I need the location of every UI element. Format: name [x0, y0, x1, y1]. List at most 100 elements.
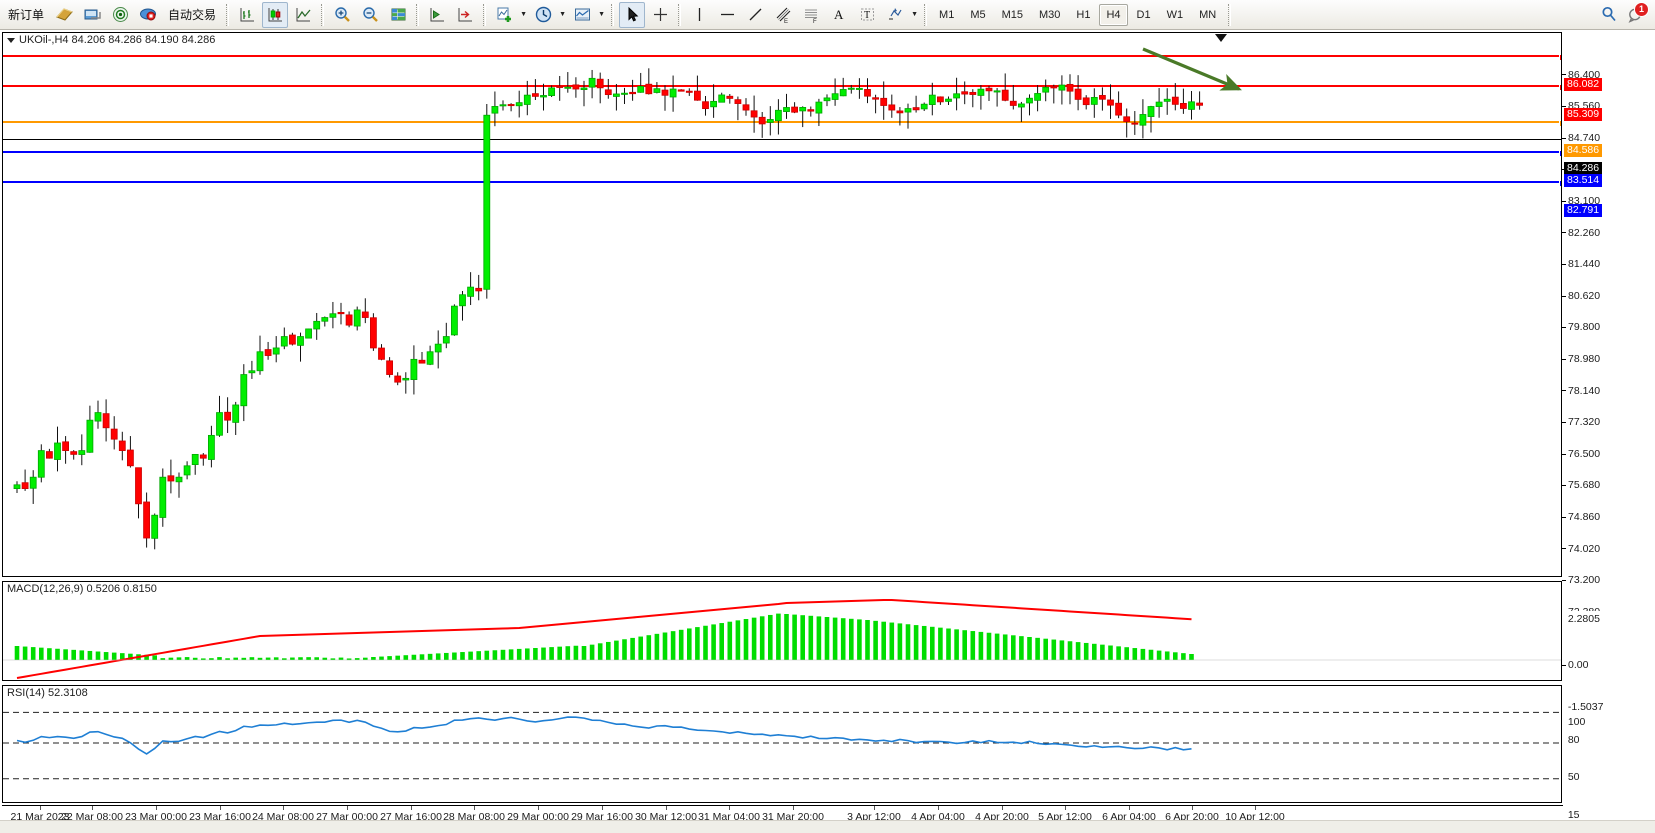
- price-level-chip[interactable]: 82.791: [1564, 204, 1603, 217]
- price-tick: 79.800: [1562, 321, 1652, 333]
- timeframe-mn[interactable]: MN: [1199, 8, 1217, 21]
- text-icon[interactable]: A: [826, 2, 852, 28]
- macd-pane[interactable]: MACD(12,26,9) 0.5206 0.8150: [2, 581, 1562, 681]
- search-icon[interactable]: [1596, 2, 1622, 28]
- shift-end-icon[interactable]: [452, 2, 478, 28]
- last-price-line: [3, 139, 1561, 140]
- time-tick: [347, 806, 348, 810]
- time-tick: [1002, 806, 1003, 810]
- timeframe-m15[interactable]: M15: [1001, 8, 1023, 21]
- cursor-icon[interactable]: [619, 1, 646, 28]
- horizontal-scrollbar[interactable]: [0, 820, 1655, 833]
- price-level-chip[interactable]: 84.286: [1564, 162, 1603, 175]
- hline-icon[interactable]: [714, 2, 740, 28]
- price-level-chip[interactable]: 86.082: [1564, 78, 1603, 91]
- price-tick: 82.260: [1562, 227, 1652, 239]
- toolbar-separator-6: [678, 3, 682, 26]
- crosshair-icon[interactable]: [647, 2, 673, 28]
- toolbar-separator-1: [226, 3, 230, 26]
- chart-header-text: UKOil-,H4 84.206 84.286 84.190 84.286: [19, 34, 216, 46]
- text-label-icon[interactable]: T: [854, 2, 880, 28]
- grid-icon[interactable]: [385, 2, 411, 28]
- rsi-tick: 15: [1562, 809, 1580, 821]
- signals-icon[interactable]: [107, 2, 133, 28]
- period-icon[interactable]: [530, 2, 556, 28]
- book-icon[interactable]: [51, 2, 77, 28]
- autotrade-icon[interactable]: [135, 2, 161, 28]
- price-tick: 74.860: [1562, 511, 1652, 523]
- timeframe-w1[interactable]: W1: [1166, 8, 1184, 21]
- indicators-icon[interactable]: [491, 2, 517, 28]
- support-line-2: [3, 180, 1561, 187]
- equidistant-channel-icon[interactable]: E: [770, 2, 796, 28]
- templates-icon[interactable]: [569, 2, 595, 28]
- price-tick: 78.980: [1562, 353, 1652, 365]
- time-tick: [1192, 806, 1193, 810]
- pivot-line: [3, 120, 1561, 127]
- new-order-button[interactable]: 新订单: [8, 7, 45, 22]
- arrow-annotation[interactable]: [3, 33, 1562, 577]
- objects-icon[interactable]: [882, 2, 908, 28]
- time-tick: [156, 806, 157, 810]
- time-tick: [602, 806, 603, 810]
- timeframe-h4[interactable]: H4: [1099, 3, 1128, 26]
- toolbar-separator-7: [924, 3, 928, 26]
- zoom-out-icon[interactable]: [357, 2, 383, 28]
- toolbar-separator-3: [416, 3, 420, 26]
- svg-text:F: F: [813, 19, 817, 24]
- time-tick: [1129, 806, 1130, 810]
- timeframe-d1[interactable]: D1: [1136, 8, 1151, 21]
- price-level-chip[interactable]: 83.514: [1564, 174, 1603, 187]
- price-tick: 84.740: [1562, 132, 1652, 144]
- period-dropdown-icon[interactable]: ▼: [559, 11, 566, 18]
- price-tick: 76.500: [1562, 448, 1652, 460]
- fibonacci-icon[interactable]: F: [798, 2, 824, 28]
- price-tick: 75.680: [1562, 479, 1652, 491]
- chart-area[interactable]: UKOil-,H4 84.206 84.286 84.190 84.286: [0, 30, 1655, 833]
- price-tick: 86.400: [1562, 69, 1652, 81]
- indicators-dropdown-icon[interactable]: ▼: [520, 11, 527, 18]
- terminal-icon[interactable]: [79, 2, 105, 28]
- chart-menu-caret-icon[interactable]: [7, 37, 15, 43]
- trendline-icon[interactable]: [742, 2, 768, 28]
- bar-chart-icon[interactable]: [234, 2, 260, 28]
- time-tick: [938, 806, 939, 810]
- price-level-chip[interactable]: 85.309: [1564, 108, 1603, 121]
- toolbar-separator-2: [321, 3, 325, 26]
- timeframe-m1[interactable]: M1: [939, 8, 955, 21]
- candlestick-series: [13, 68, 1203, 550]
- resistance-line-1: [3, 84, 1561, 91]
- time-tick: [283, 806, 284, 810]
- rsi-axis: 100 80 50 15 0: [1562, 715, 1655, 833]
- price-axis[interactable]: 86.40085.56084.74083.92083.10082.26081.4…: [1562, 62, 1655, 618]
- time-tick: [40, 806, 41, 810]
- zoom-in-icon[interactable]: [329, 2, 355, 28]
- price-level-chip[interactable]: 84.586: [1564, 144, 1603, 157]
- price-pane[interactable]: UKOil-,H4 84.206 84.286 84.190 84.286: [2, 32, 1562, 577]
- macd-axis: 2.2805 0.00 -1.5037: [1562, 611, 1655, 713]
- rsi-pane[interactable]: RSI(14) 52.3108: [2, 685, 1562, 803]
- line-chart-icon[interactable]: [290, 2, 316, 28]
- notification-icon[interactable]: 1: [1623, 1, 1649, 27]
- price-tick: 74.020: [1562, 543, 1652, 555]
- autotrade-button[interactable]: 自动交易: [168, 7, 217, 22]
- timeframe-h1[interactable]: H1: [1076, 8, 1091, 21]
- candle-chart-icon[interactable]: [262, 1, 289, 28]
- vline-icon[interactable]: [686, 2, 712, 28]
- shift-start-icon[interactable]: [424, 2, 450, 28]
- price-tick: 77.320: [1562, 416, 1652, 428]
- time-tick: [1255, 806, 1256, 810]
- objects-dropdown-icon[interactable]: ▼: [911, 11, 918, 18]
- rsi-tick: 80: [1562, 734, 1580, 746]
- main-toolbar: 新订单: [0, 0, 1655, 30]
- rsi-tick: 100: [1562, 716, 1586, 728]
- price-tick: 81.440: [1562, 258, 1652, 270]
- rsi-series: [3, 711, 1561, 780]
- macd-tick: 2.2805: [1562, 613, 1600, 625]
- timeframe-m5[interactable]: M5: [970, 8, 986, 21]
- macd-label: MACD(12,26,9) 0.5206 0.8150: [7, 583, 157, 595]
- templates-dropdown-icon[interactable]: ▼: [598, 11, 605, 18]
- price-tick: 78.140: [1562, 385, 1652, 397]
- time-tick: [92, 806, 93, 810]
- timeframe-m30[interactable]: M30: [1039, 8, 1061, 21]
